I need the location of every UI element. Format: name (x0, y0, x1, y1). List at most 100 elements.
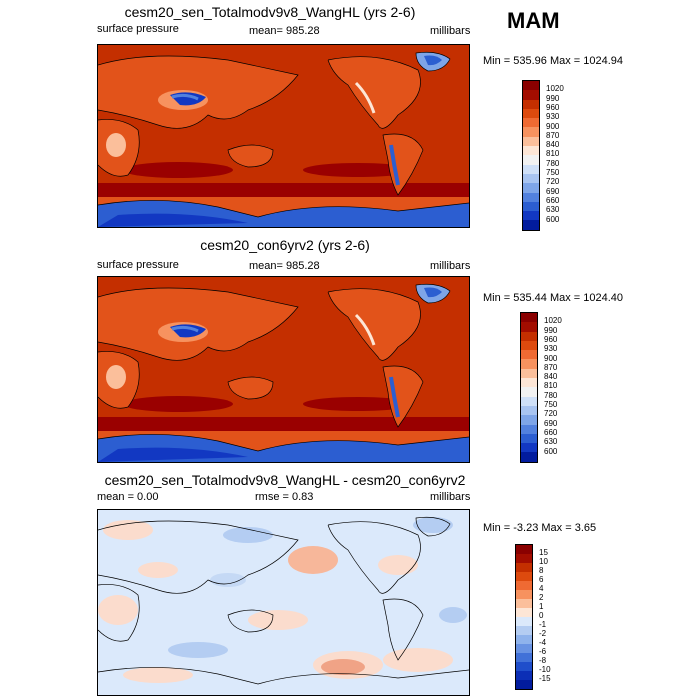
colorbar-label: 840 (546, 140, 560, 150)
colorbar-label: 660 (544, 427, 558, 437)
colorbar-label: 630 (544, 437, 558, 447)
colorbar-label: 930 (544, 344, 558, 354)
colorbar-swatch (523, 192, 539, 202)
colorbar-label: 870 (544, 362, 558, 372)
colorbar-swatch (516, 608, 532, 617)
colorbar-label: -2 (539, 629, 547, 638)
panel-3-mean: mean = 0.00 (97, 491, 159, 503)
colorbar-swatch (521, 359, 537, 369)
panel-1-title: cesm20_sen_Totalmodv9v8_WangHL (yrs 2-6) (124, 4, 416, 20)
colorbar-label: 690 (546, 186, 560, 196)
panel-2-mean: mean= 985.28 (249, 260, 320, 272)
colorbar-label: 960 (544, 334, 558, 344)
panel-1-mean: mean= 985.28 (249, 25, 320, 37)
panel-3-colorbar (515, 544, 533, 690)
colorbar-swatch (523, 155, 539, 165)
colorbar-label: 750 (544, 400, 558, 409)
colorbar-label: 900 (546, 121, 560, 131)
colorbar-label: 930 (546, 112, 560, 122)
colorbar-swatch (521, 433, 537, 444)
colorbar-label: 720 (546, 177, 560, 187)
colorbar-swatch (521, 368, 537, 379)
colorbar-swatch (523, 136, 539, 147)
colorbar-swatch (516, 671, 532, 680)
panel-1-minmax: Min = 535.96 Max = 1024.94 (483, 55, 624, 67)
colorbar-label: 990 (546, 93, 560, 103)
colorbar-swatch (516, 545, 532, 554)
panel-3-map-graphic (98, 510, 469, 695)
colorbar-swatch (523, 146, 539, 156)
colorbar-label: 720 (544, 409, 558, 419)
panel-2-map-graphic (98, 277, 469, 462)
panel-2-variable: surface pressure (97, 259, 179, 271)
colorbar-swatch (523, 108, 539, 119)
colorbar-swatch (516, 572, 532, 581)
colorbar-label: 690 (544, 418, 558, 428)
season-label: MAM (507, 8, 560, 33)
colorbar-swatch (523, 201, 539, 212)
colorbar-label: 600 (546, 214, 560, 224)
colorbar-swatch (516, 563, 532, 572)
colorbar-swatch (521, 415, 537, 425)
colorbar-label: 1 (539, 602, 544, 611)
colorbar-swatch (516, 590, 532, 599)
panel-2-title: cesm20_con6yrv2 (yrs 2-6) (200, 237, 370, 253)
colorbar-swatch (516, 680, 532, 689)
colorbar-swatch (516, 662, 532, 671)
colorbar-swatch (516, 617, 532, 626)
colorbar-swatch (523, 90, 539, 100)
colorbar-swatch (521, 378, 537, 388)
panel-3-units: millibars (430, 491, 471, 503)
colorbar-swatch (521, 396, 537, 406)
colorbar-swatch (516, 626, 532, 635)
colorbar-label: -15 (539, 674, 551, 683)
colorbar-swatch (523, 183, 539, 193)
colorbar-label: 1020 (544, 316, 562, 326)
colorbar-label: 600 (544, 446, 558, 456)
colorbar-label: -10 (539, 665, 551, 674)
panel-1-variable: surface pressure (97, 23, 179, 35)
colorbar-label: 780 (546, 158, 560, 168)
colorbar-swatch (521, 443, 537, 453)
colorbar-label: -4 (539, 638, 547, 647)
colorbar-swatch (523, 220, 539, 230)
colorbar-label: -8 (539, 656, 547, 665)
panel-1-map-graphic (98, 45, 469, 227)
colorbar-label: -1 (539, 620, 547, 629)
colorbar-label: 900 (544, 353, 558, 363)
colorbar-swatch (516, 653, 532, 662)
colorbar-swatch (521, 405, 537, 416)
colorbar-label: -6 (539, 647, 547, 656)
colorbar-label: 10 (539, 557, 548, 566)
colorbar-swatch (516, 635, 532, 644)
colorbar-swatch (523, 211, 539, 221)
colorbar-label: 810 (546, 149, 560, 159)
panel-2-colorbar (520, 312, 538, 463)
colorbar-label: 870 (546, 130, 560, 140)
panel-1-map (97, 44, 470, 228)
colorbar-swatch (523, 99, 539, 109)
colorbar-swatch (516, 599, 532, 608)
colorbar-swatch (523, 81, 539, 91)
colorbar-swatch (521, 424, 537, 434)
colorbar-label: 8 (539, 566, 544, 575)
colorbar-label: 960 (546, 102, 560, 112)
colorbar-swatch (521, 340, 537, 351)
colorbar-swatch (521, 322, 537, 332)
colorbar-label: 660 (546, 195, 560, 205)
colorbar-swatch (523, 118, 539, 128)
panel-2-minmax: Min = 535.44 Max = 1024.40 (483, 292, 624, 304)
colorbar-label: 630 (546, 205, 560, 215)
colorbar-label: 810 (544, 381, 558, 391)
colorbar-swatch (521, 313, 537, 323)
colorbar-swatch (516, 644, 532, 653)
panel-1-units: millibars (430, 25, 471, 37)
colorbar-swatch (521, 331, 537, 341)
colorbar-swatch (521, 350, 537, 360)
colorbar-label: 780 (544, 390, 558, 400)
colorbar-swatch (521, 452, 537, 462)
colorbar-swatch (523, 127, 539, 137)
colorbar-swatch (523, 164, 539, 174)
panel-3-title: cesm20_sen_Totalmodv9v8_WangHL - cesm20_… (104, 472, 466, 488)
colorbar-label: 0 (539, 611, 544, 620)
